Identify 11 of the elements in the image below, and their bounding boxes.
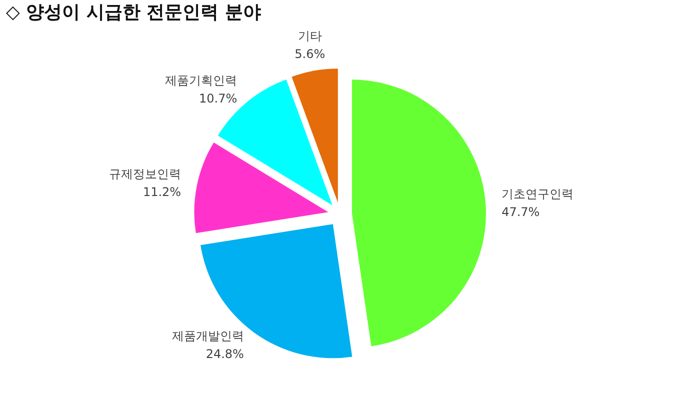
data-label: 24.8%	[206, 346, 244, 361]
slice-label: 제품기획인력	[165, 73, 238, 88]
data-label: 47.7%	[502, 204, 540, 219]
data-label: 11.2%	[142, 185, 182, 200]
data-label: 10.7%	[199, 91, 238, 106]
data-label: 5.6%	[294, 47, 326, 62]
slice-label: 기초연구인력	[502, 186, 574, 201]
slice-label: 기타	[298, 29, 322, 44]
chart-title: ◇ 양성이 시급한 전문인력 분야	[6, 2, 261, 24]
slice-label: 규제정보인력	[109, 167, 182, 182]
slice-label: 제품개발인력	[172, 328, 244, 343]
